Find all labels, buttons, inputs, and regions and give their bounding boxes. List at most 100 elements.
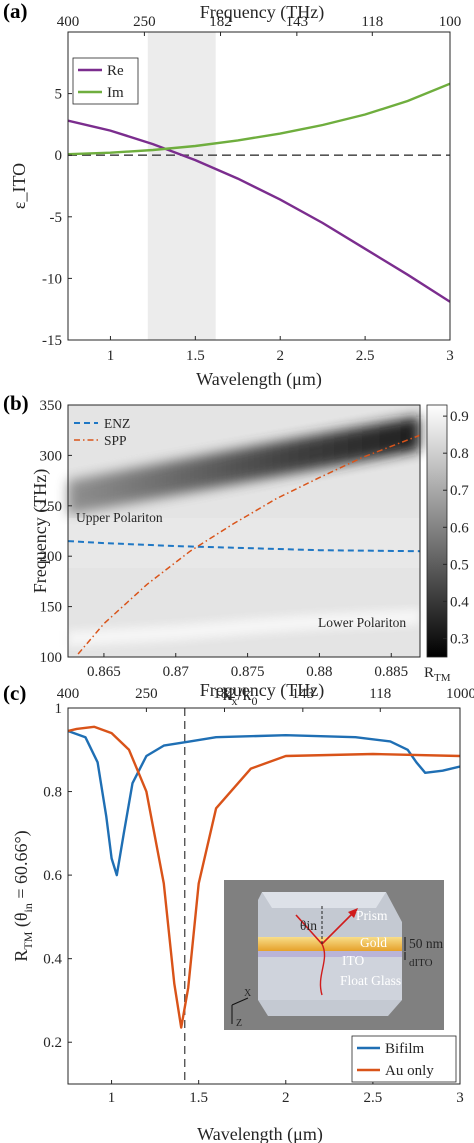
colorbar-tick-label: 0.9	[450, 409, 469, 425]
legend-label-au: Au only	[385, 1063, 434, 1079]
x2-tick-label: 250	[135, 686, 158, 702]
legend-label-re: Re	[107, 63, 124, 79]
panel-b: (b) 0.865 0.87 0.875 0.88 0.885 100 150 200 250 3…	[3, 391, 469, 708]
y-tick-label: 5	[55, 87, 63, 103]
panel-a: (a) Frequency (THz) 1 1.5 2 2.5 3 -15 -10 -5 0 5 4…	[3, 0, 461, 390]
upper-polariton-label: Upper Polariton	[76, 510, 163, 525]
panel-c-series	[68, 708, 460, 1084]
panel-b-legend: ENZ SPP	[74, 416, 130, 448]
x-tick-label: 2	[282, 1090, 290, 1106]
x-tick-label: 1.5	[186, 348, 205, 364]
series-line-au-only	[68, 725, 460, 1029]
panel-b-ticks: 0.865 0.87 0.875 0.88 0.885 100 150 200 250 300 35…	[40, 398, 409, 680]
panel-b-series	[67, 434, 421, 655]
transmitted-beam	[319, 943, 326, 996]
panel-a-axes-box	[67, 31, 451, 341]
x-tick-label: 2.5	[356, 348, 375, 364]
panel-b-label: (b)	[3, 391, 29, 415]
axis-z-label: Z	[236, 1018, 242, 1029]
lower-polariton-band	[68, 608, 420, 647]
colorbar-ticks: 0.3 0.4 0.5 0.6 0.7 0.8 0.9	[443, 409, 469, 647]
panel-b-y-label: Frequency (THz)	[30, 469, 51, 593]
panel-a-legend: Re Im	[72, 57, 139, 105]
axis-x-arrow	[231, 997, 249, 1006]
x-tick-label: 2	[276, 348, 284, 364]
x2-tick-label: 143	[286, 14, 309, 30]
panel-a-label: (a)	[3, 0, 28, 23]
x2-tick-label: 100	[439, 14, 462, 30]
prism-label: Prism	[356, 908, 388, 923]
upper-polariton-band	[68, 416, 420, 515]
colorbar-tick-label: 0.3	[450, 631, 469, 647]
x2-tick-label: 143	[292, 686, 315, 702]
y-tick-label: -10	[42, 271, 62, 287]
gold-label: Gold	[360, 935, 387, 950]
panel-b-axes-box	[67, 404, 421, 658]
x-tick-label: 3	[456, 1090, 464, 1106]
gold-thickness-label: 50 nm	[409, 936, 444, 951]
y-tick-label: 150	[40, 600, 63, 616]
x2-tick-label: 118	[369, 686, 391, 702]
wavelength-shaded-region	[147, 32, 216, 340]
y-tick-label: -15	[42, 333, 62, 349]
x-tick-label: 0.885	[374, 664, 408, 680]
x2-tick-label: 182	[213, 686, 236, 702]
colorbar-tick-label: 0.6	[450, 520, 469, 536]
colorbar-tick-label: 0.4	[450, 594, 469, 610]
panel-c: (c) Frequency (THz) 1 1.5 2 2.5 3 0.2 0.4 0.6 0.…	[3, 680, 474, 1143]
x-tick-label: 0.875	[231, 664, 265, 680]
reflected-arrowhead	[348, 908, 358, 918]
y-tick-label: -5	[50, 210, 63, 226]
x-tick-label: 0.88	[306, 664, 332, 680]
x2-tick-label: 182	[209, 14, 232, 30]
panel-c-legend: Bifilm Au only	[351, 1035, 457, 1083]
ito-label: ITO	[342, 953, 364, 968]
y-tick-label: 350	[40, 398, 63, 414]
x-tick-label: 3	[446, 348, 454, 364]
glass-layer	[258, 957, 402, 1000]
y-tick-label: 0	[55, 148, 63, 164]
colorbar-tick-label: 0.7	[450, 483, 469, 499]
series-line-spp	[77, 434, 421, 655]
axis-x-label: X	[244, 988, 252, 999]
colorbar-tick-label: 0.8	[450, 446, 469, 462]
incident-beam	[295, 914, 323, 945]
heatmap	[68, 405, 420, 657]
panel-a-x-label: Wavelength (μm)	[196, 369, 322, 390]
ito-thickness-label: dITO	[409, 957, 433, 969]
reflected-beam	[321, 911, 355, 945]
theta-label: θin	[300, 918, 317, 933]
device-schematic-inset: θin Prism Gold ITO Float Glass 50 nm dIT…	[224, 880, 444, 1030]
panel-a-series	[68, 82, 450, 303]
y-tick-label: 0.2	[43, 1035, 62, 1051]
y-tick-label: 1	[55, 701, 63, 717]
panel-a-y-label: ε_ITO	[9, 163, 29, 209]
x2-tick-label: 400	[57, 14, 80, 30]
float-glass-label: Float Glass	[340, 973, 401, 988]
y-tick-label: 0.4	[43, 952, 62, 968]
series-line-enz	[67, 540, 421, 553]
gold-layer	[258, 937, 402, 951]
x2-tick-label: 250	[133, 14, 156, 30]
panel-a-x2-label: Frequency (THz)	[200, 2, 324, 23]
upper-white-region	[68, 518, 420, 568]
panel-a-ticks: 1 1.5 2 2.5 3 -15 -10 -5 0 5 400 250 182 143 118 100	[42, 14, 461, 364]
colorbar-label: RTM	[424, 665, 451, 684]
series-line-bifilm	[68, 729, 460, 877]
y-tick-label: 0.8	[43, 785, 62, 801]
x-tick-label: 1	[107, 348, 115, 364]
y-tick-label: 0.6	[43, 868, 62, 884]
y-tick-label: 100	[40, 650, 63, 666]
y-tick-label: 300	[40, 448, 63, 464]
colorbar: 0.3 0.4 0.5 0.6 0.7 0.8 0.9 RTM	[424, 404, 469, 684]
x2-tick-label: 1000	[446, 686, 474, 702]
x2-tick-label: 118	[361, 14, 383, 30]
legend-label-enz: ENZ	[104, 416, 130, 431]
x-tick-label: 2.5	[364, 1090, 383, 1106]
colorbar-gradient	[426, 404, 448, 658]
legend-label-im: Im	[107, 85, 124, 101]
y-tick-label: 200	[40, 549, 63, 565]
legend-label-spp: SPP	[104, 433, 127, 448]
